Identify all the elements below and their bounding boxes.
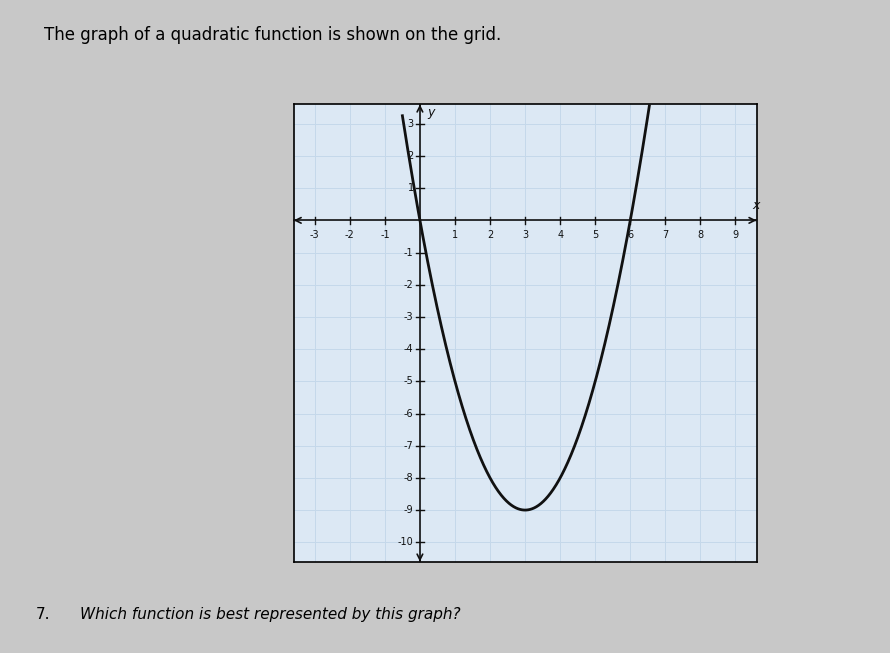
Text: 6: 6 — [627, 230, 634, 240]
Text: -2: -2 — [345, 230, 355, 240]
Text: -1: -1 — [404, 247, 414, 257]
Text: -5: -5 — [404, 376, 414, 387]
Text: -3: -3 — [310, 230, 320, 240]
Text: -3: -3 — [404, 312, 414, 322]
Text: -4: -4 — [404, 344, 414, 354]
Text: 7: 7 — [662, 230, 668, 240]
Text: -1: -1 — [380, 230, 390, 240]
Text: 3: 3 — [522, 230, 528, 240]
Text: -2: -2 — [404, 279, 414, 290]
Text: 1: 1 — [452, 230, 458, 240]
Text: 9: 9 — [732, 230, 739, 240]
Text: x: x — [753, 199, 760, 212]
Text: -7: -7 — [404, 441, 414, 451]
Text: -9: -9 — [404, 505, 414, 515]
Text: 5: 5 — [592, 230, 598, 240]
Text: 4: 4 — [557, 230, 563, 240]
Text: 2: 2 — [408, 151, 414, 161]
Text: 3: 3 — [408, 119, 414, 129]
Text: Which function is best represented by this graph?: Which function is best represented by th… — [80, 607, 461, 622]
Text: 7.: 7. — [36, 607, 50, 622]
Text: The graph of a quadratic function is shown on the grid.: The graph of a quadratic function is sho… — [44, 26, 502, 44]
Text: 8: 8 — [698, 230, 703, 240]
Text: 2: 2 — [487, 230, 493, 240]
Text: -6: -6 — [404, 409, 414, 419]
Text: 1: 1 — [408, 183, 414, 193]
Text: -8: -8 — [404, 473, 414, 483]
Text: -10: -10 — [398, 537, 414, 547]
Text: y: y — [427, 106, 434, 119]
